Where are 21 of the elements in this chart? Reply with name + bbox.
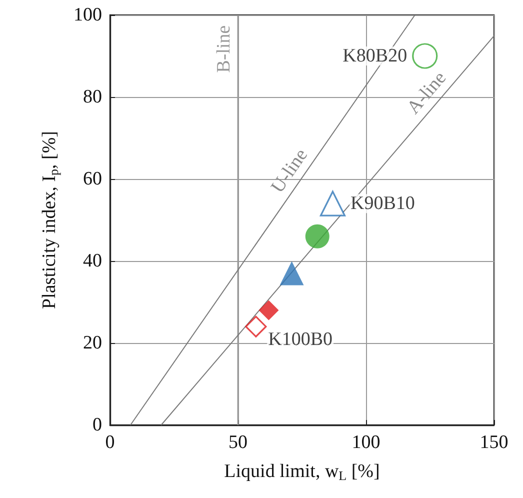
y-tick-label: 0 [92,414,102,436]
point [412,43,438,69]
y-tick-label: 40 [83,250,102,272]
y-axis-title: Plasticity index, Ip, [%] [39,131,61,309]
y-tick-label: 60 [83,168,102,190]
x-tick-label: 0 [105,432,115,453]
point [245,316,267,338]
point [320,190,346,216]
y-tick-label: 20 [83,332,102,354]
y-tick-label: 100 [74,4,102,26]
series-label: K80B20 [342,46,408,66]
x-tick-label: 100 [352,432,380,453]
y-tick-label: 80 [83,86,102,108]
ref-line-label: B-line [214,25,234,73]
series-label: K90B10 [350,193,415,214]
series-label: K100B0 [268,328,333,350]
x-tick-label: 150 [480,432,508,453]
point [305,224,330,248]
x-tick-label: 50 [228,432,248,453]
point [280,261,304,286]
point [258,300,279,320]
